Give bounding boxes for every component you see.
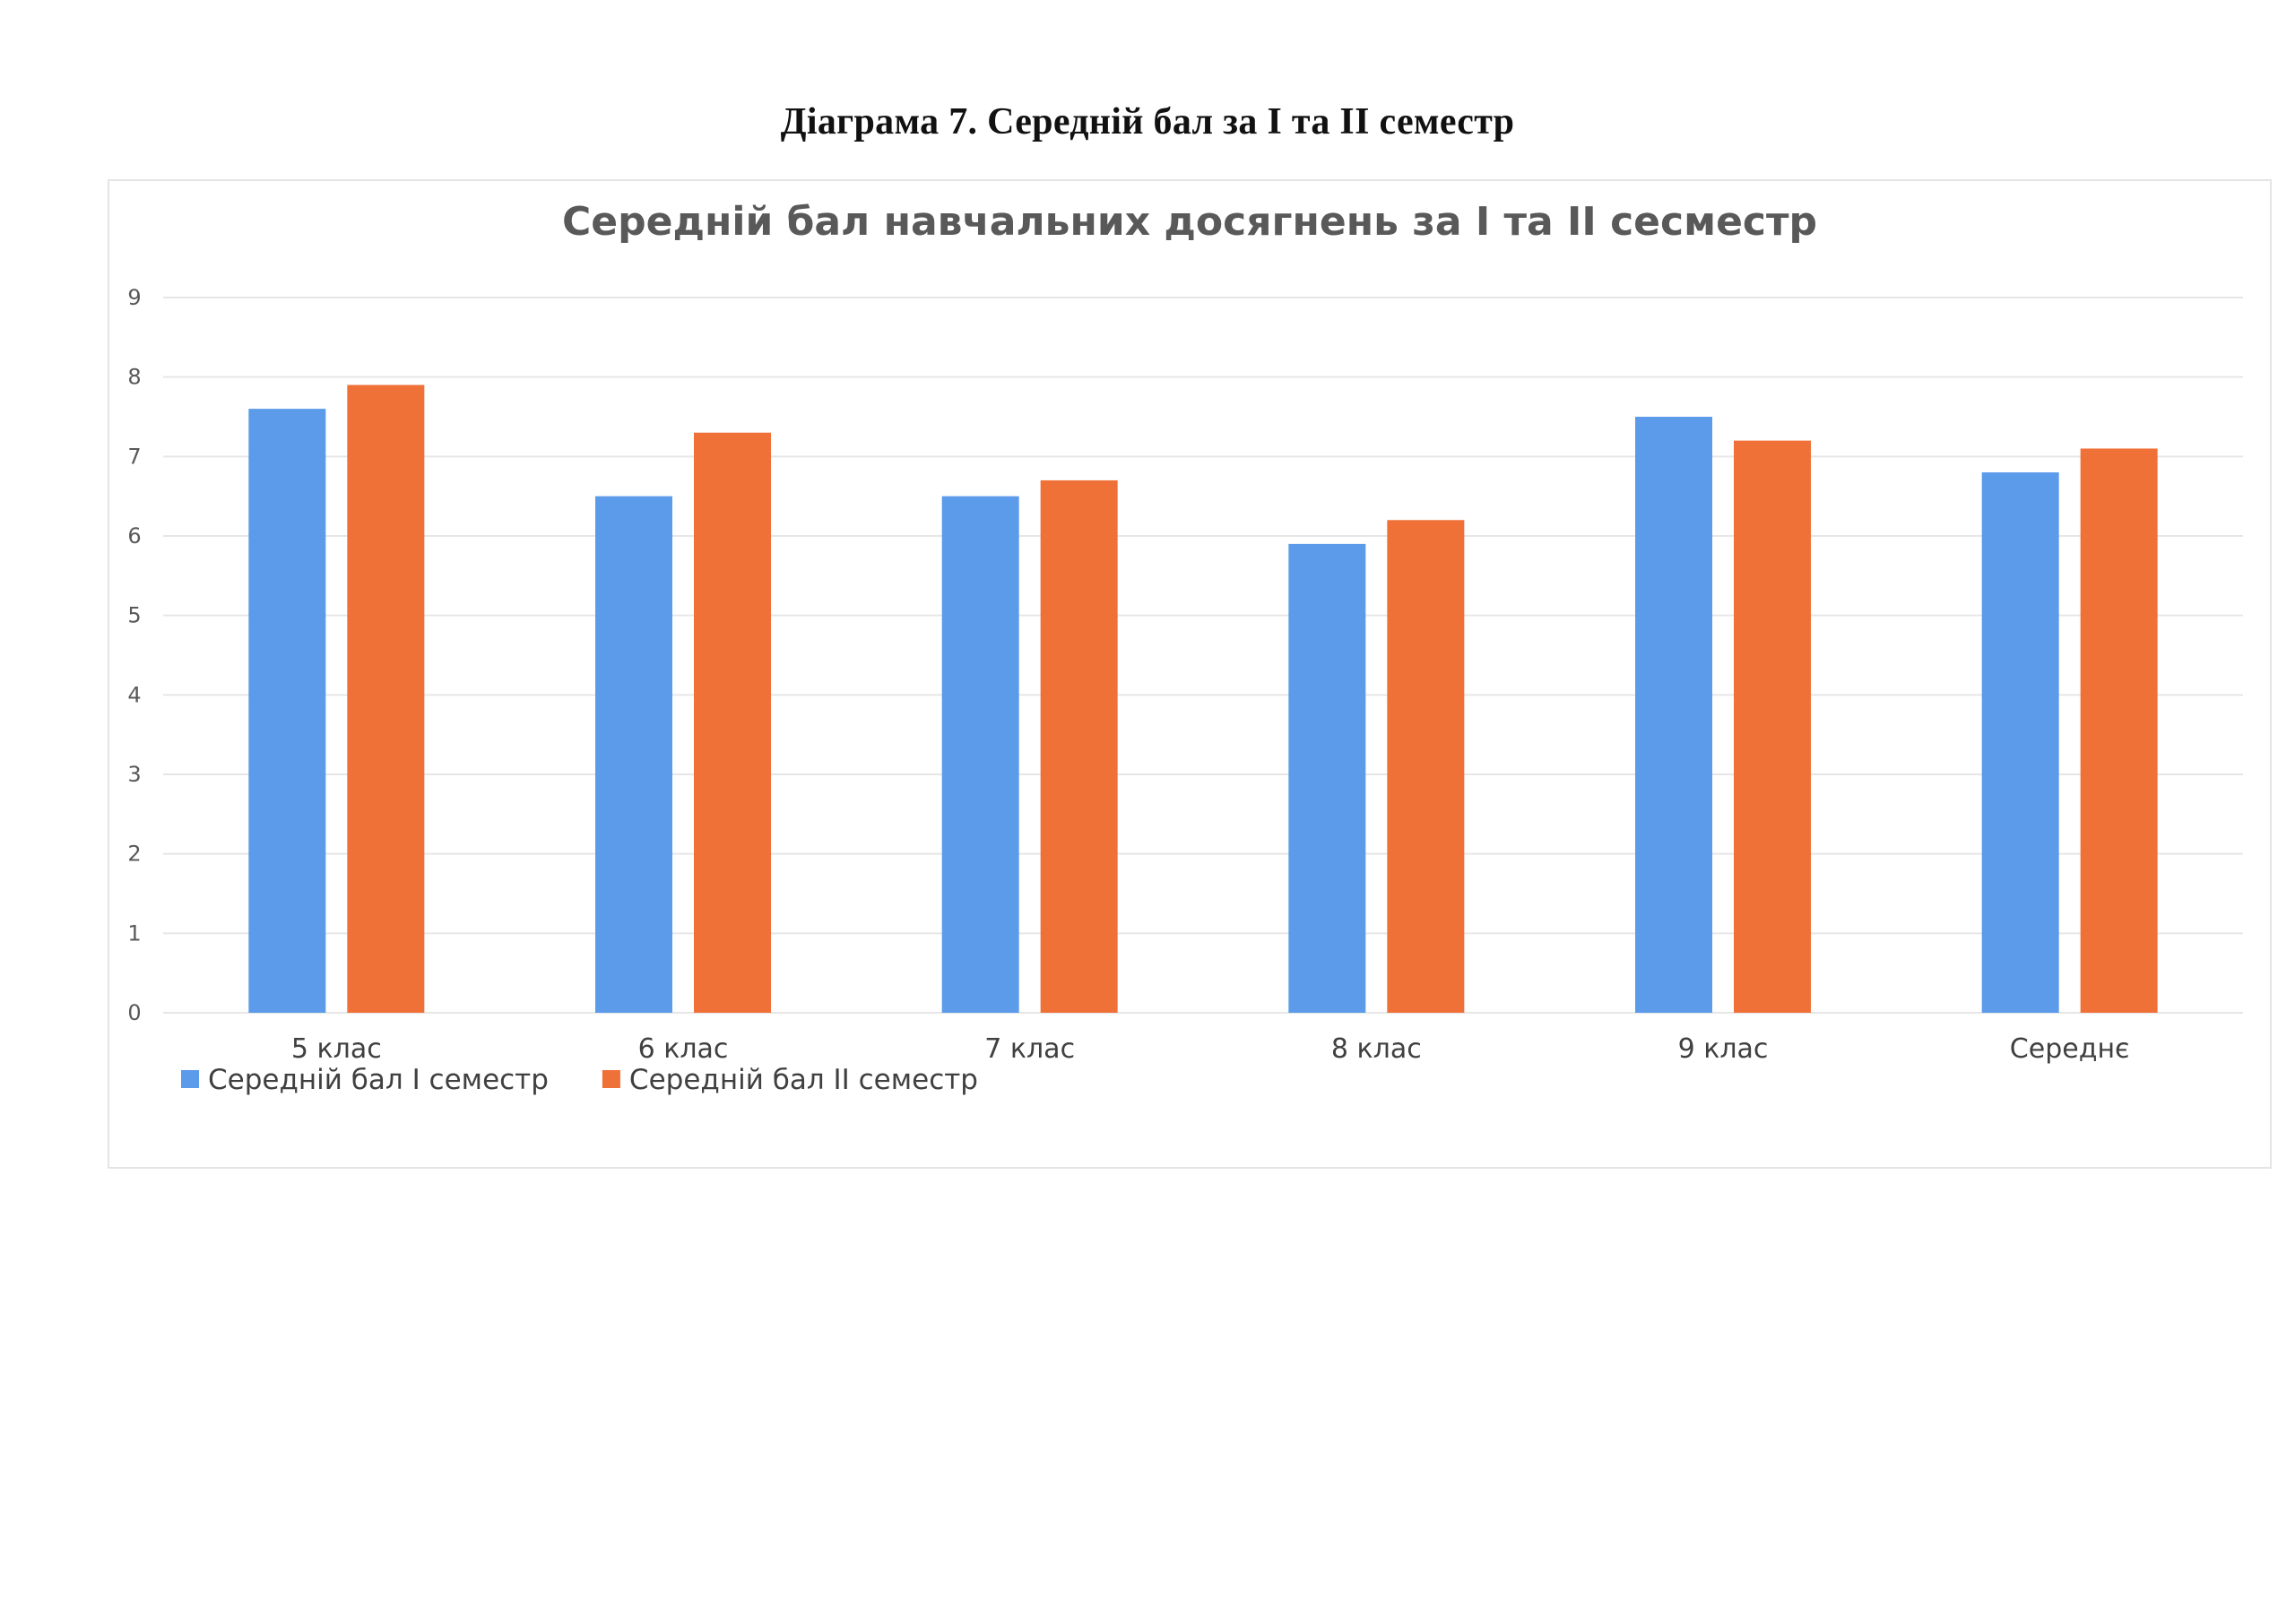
y-tick-label: 7 [127, 444, 141, 469]
legend-label: Середній бал І семестр [208, 1064, 549, 1096]
chart-title: Середній бал навчальних досягнень за І т… [562, 199, 1817, 245]
legend-swatch [181, 1070, 199, 1088]
bar-semester-1 [1981, 472, 2059, 1013]
bar-semester-1 [941, 496, 1019, 1013]
bar-semester-1 [248, 409, 326, 1014]
x-category-label: 9 клас [1678, 1033, 1769, 1065]
y-tick-label: 9 [127, 285, 141, 310]
figure-caption: Діаграма 7. Середній бал за І та ІІ семе… [780, 101, 1515, 143]
y-tick-label: 1 [127, 920, 141, 946]
grid-lines [163, 297, 2243, 1014]
x-category-label: Середнє [2010, 1033, 2130, 1065]
x-category-label: 7 клас [984, 1033, 1075, 1065]
bar-semester-1 [1288, 543, 1366, 1013]
bar-semester-2 [694, 432, 771, 1013]
bar-chart: Середній бал навчальних досягнень за І т… [127, 199, 2243, 1096]
legend-swatch [602, 1070, 620, 1088]
y-axis-ticks: 0 1 2 3 4 5 6 7 8 9 [127, 285, 141, 1025]
bar-semester-2 [347, 384, 425, 1013]
x-category-label: 8 клас [1331, 1033, 1422, 1065]
y-tick-label: 2 [127, 842, 141, 867]
bar-semester-2 [1734, 440, 1811, 1014]
y-tick-label: 0 [127, 1000, 141, 1025]
y-tick-label: 3 [127, 762, 141, 787]
legend-label: Середній бал ІІ семестр [629, 1064, 978, 1096]
bar-semester-1 [595, 496, 672, 1013]
chart-frame: Середній бал навчальних досягнень за І т… [108, 179, 2272, 1169]
bar-semester-2 [1387, 520, 1465, 1013]
y-tick-label: 4 [127, 682, 141, 707]
y-tick-label: 6 [127, 523, 141, 549]
bar-semester-1 [1635, 417, 1712, 1013]
y-tick-label: 5 [127, 603, 141, 628]
bar-semester-2 [1040, 479, 1118, 1013]
y-tick-label: 8 [127, 365, 141, 390]
bar-semester-2 [2080, 448, 2158, 1013]
legend: Середній бал І семестр Середній бал ІІ се… [181, 1064, 978, 1096]
x-axis-labels: 5 клас 6 клас 7 клас 8 клас 9 клас Середнє [291, 1033, 2130, 1065]
x-category-label: 6 клас [638, 1033, 729, 1065]
bar-marks [248, 384, 2158, 1014]
x-category-label: 5 клас [291, 1033, 382, 1065]
